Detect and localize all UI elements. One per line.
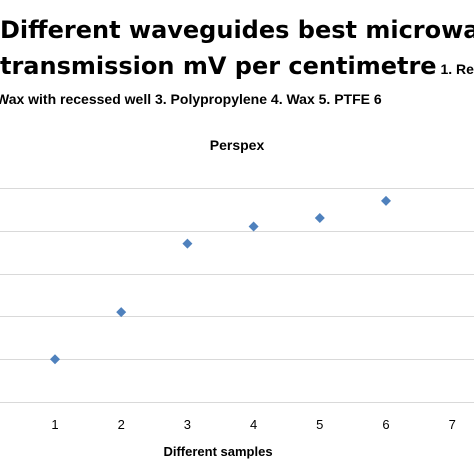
gridlines [0, 188, 474, 403]
x-tick-label: 3 [184, 417, 191, 432]
chart-title-line: Perspex [210, 137, 265, 153]
x-tick-label: 7 [449, 417, 456, 432]
chart-title-main-text: Different waveguides best microwave [0, 16, 474, 44]
data-point [182, 238, 193, 249]
chart-title-main-text: transmission mV per centimetre [0, 52, 437, 80]
chart-title-line: Wax with recessed well 3. Polypropylene … [0, 91, 382, 107]
chart-title: Different waveguides best microwave trans… [0, 16, 474, 153]
data-points [50, 195, 391, 365]
chart-title-small-text: Wax with recessed well 3. Polypropylene … [0, 91, 382, 107]
x-tick-label: 5 [316, 417, 323, 432]
chart-title-line: Different waveguides best microwave [0, 16, 474, 44]
x-axis-label: Different samples [163, 444, 272, 459]
chart-title-small-text: 1. Resin 2 [437, 61, 474, 77]
x-tick-labels: 1 2 3 4 5 6 7 [51, 417, 455, 432]
x-tick-label: 6 [382, 417, 389, 432]
data-point [248, 221, 259, 232]
data-point [50, 354, 60, 365]
data-point [116, 307, 127, 318]
chart-title-line: transmission mV per centimetre 1. Resin … [0, 52, 474, 80]
chart-title-small-text: Perspex [210, 137, 265, 153]
data-point [381, 195, 391, 206]
data-point [314, 212, 325, 223]
x-tick-label: 2 [118, 417, 125, 432]
x-tick-label: 4 [250, 417, 257, 432]
x-tick-label: 1 [51, 417, 58, 432]
